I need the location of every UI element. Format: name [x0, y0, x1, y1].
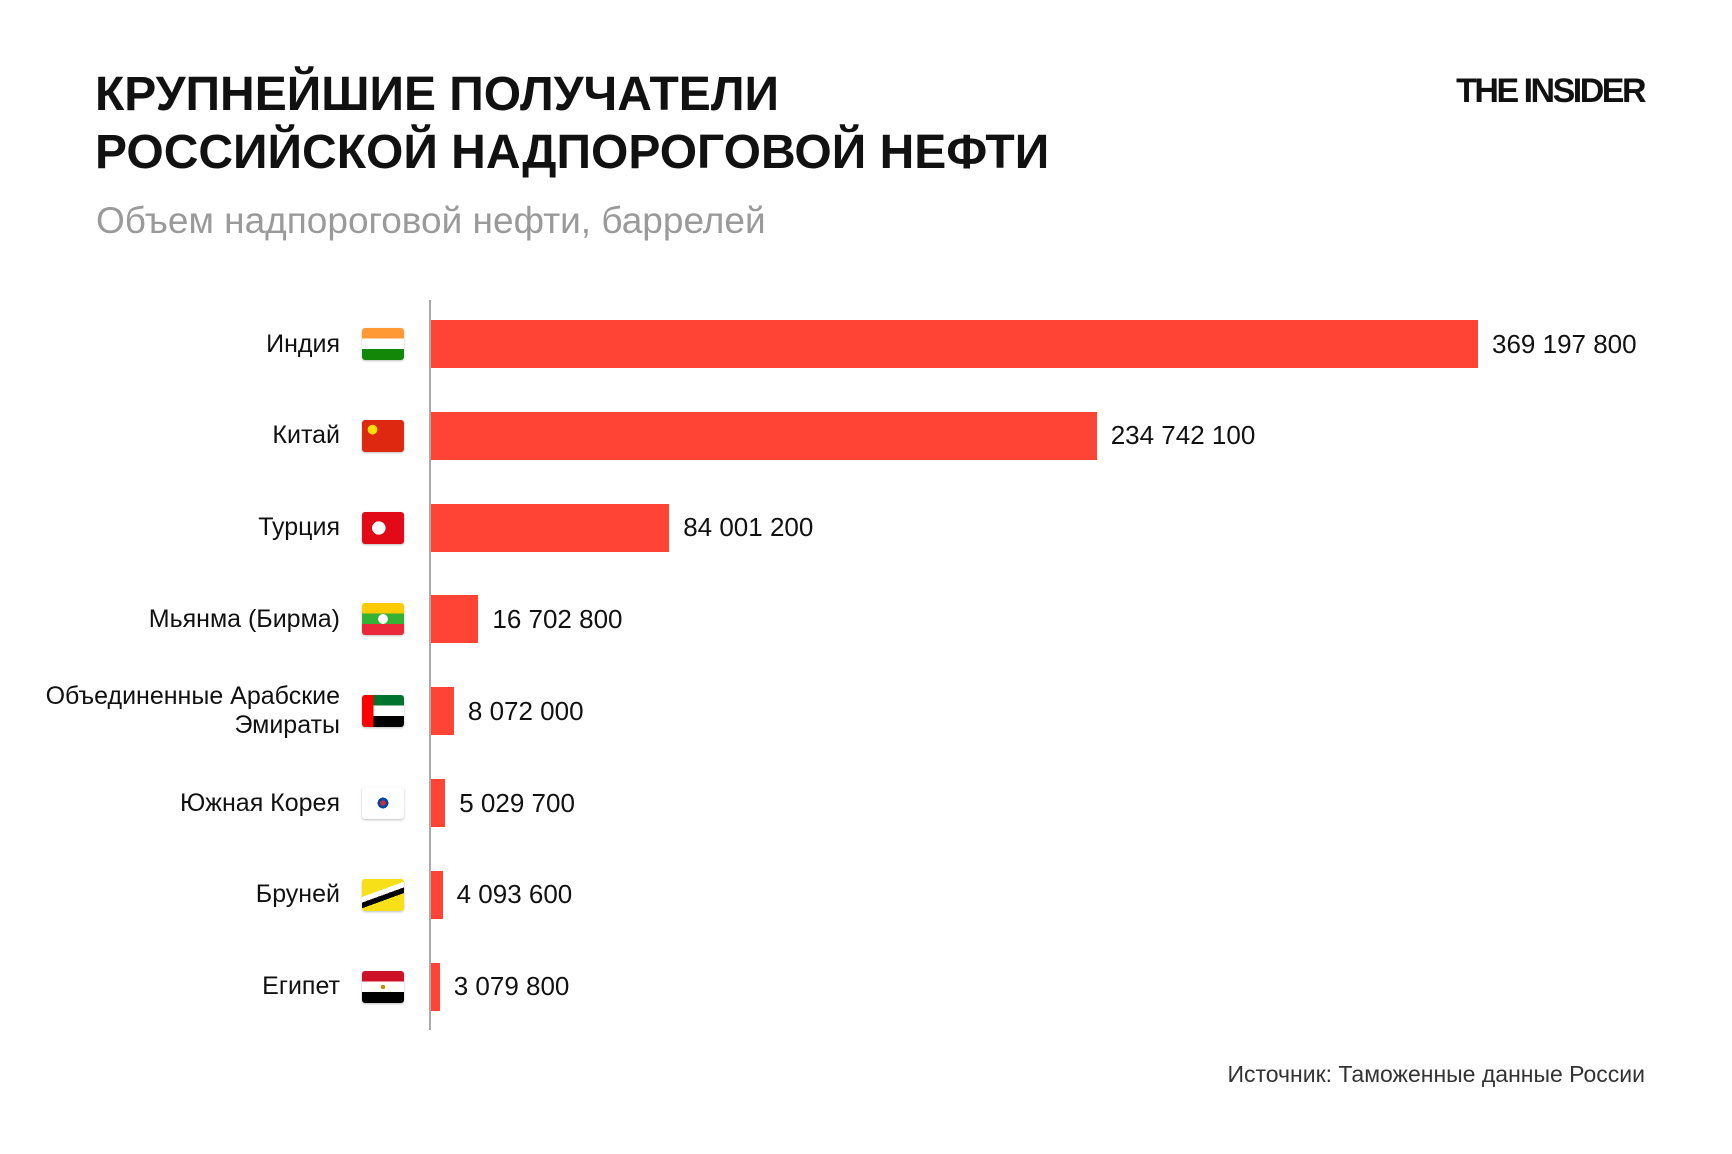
china-flag-icon — [362, 419, 404, 452]
bar-row: Объединенные Арабские Эмираты 8 072 000 — [0, 682, 1732, 740]
value-label: 4 093 600 — [456, 879, 573, 910]
bar — [431, 962, 440, 1011]
bar — [431, 320, 1478, 368]
value-label: 16 702 800 — [492, 603, 623, 634]
egypt-flag-icon — [362, 970, 404, 1003]
chart-subtitle: Объем надпороговой нефти, баррелей — [96, 200, 766, 241]
brunei-flag-icon — [362, 878, 404, 911]
bar — [431, 870, 443, 919]
india-flag-icon — [362, 328, 404, 360]
bar-row: Южная Корея 5 029 700 — [0, 779, 1732, 827]
source-note: Источник: Таможенные данные России — [1227, 1061, 1645, 1087]
chart-title: КРУПНЕЙШИЕ ПОЛУЧАТЕЛИ РОССИЙСКОЙ НАДПОРОГ… — [95, 66, 1049, 182]
category-label: Бруней — [255, 880, 340, 909]
category-label: Индия — [266, 329, 340, 358]
title-line-2: РОССИЙСКОЙ НАДПОРОГОВОЙ НЕФТИ — [95, 126, 1050, 179]
category-label: Объединенные Арабские Эмираты — [45, 682, 340, 740]
bar-row: Турция 84 001 200 — [0, 503, 1732, 552]
bar — [431, 595, 479, 644]
uae-flag-icon — [362, 695, 404, 728]
value-label: 8 072 000 — [467, 695, 584, 726]
value-label: 84 001 200 — [683, 512, 814, 543]
category-label: Мьянма (Бирма) — [148, 604, 340, 633]
value-label: 3 079 800 — [453, 971, 570, 1002]
bar-row: Индия 369 197 800 — [0, 320, 1732, 368]
turkey-flag-icon — [362, 511, 404, 544]
y-axis-line — [429, 300, 431, 1030]
category-label: Египет — [262, 972, 340, 1001]
value-label: 234 742 100 — [1110, 420, 1256, 451]
category-label: Южная Корея — [180, 788, 340, 817]
bar-row: Мьянма (Бирма) 16 702 800 — [0, 595, 1732, 644]
category-label: Китай — [272, 421, 340, 450]
category-label: Турция — [258, 513, 340, 542]
bar — [431, 779, 446, 827]
bar — [431, 687, 454, 736]
bar-row: Китай 234 742 100 — [0, 411, 1732, 460]
value-label: 369 197 800 — [1492, 328, 1637, 359]
myanmar-flag-icon — [362, 603, 404, 636]
bar-row: Бруней 4 093 600 — [0, 870, 1732, 919]
bar — [431, 411, 1097, 460]
bar-row: Египет 3 079 800 — [0, 962, 1732, 1011]
value-label: 5 029 700 — [459, 787, 575, 818]
title-line-1: КРУПНЕЙШИЕ ПОЛУЧАТЕЛИ — [95, 68, 779, 121]
south-korea-flag-icon — [362, 787, 404, 819]
the-insider-logo: THE INSIDER — [1456, 72, 1646, 110]
bar — [431, 503, 670, 552]
